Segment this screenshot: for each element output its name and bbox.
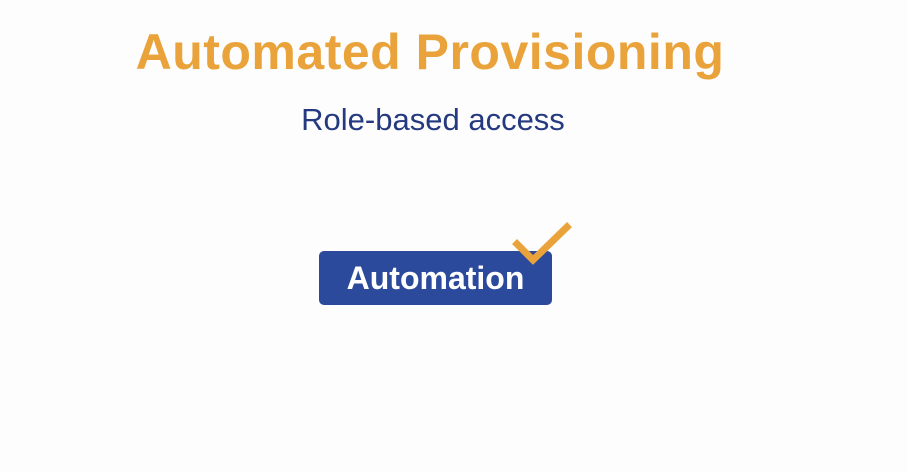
slide-subtitle: Role-based access <box>301 102 565 137</box>
slide-title: Automated Provisioning <box>135 24 725 80</box>
automation-badge: Automation <box>319 251 552 305</box>
automation-badge-group: Automation <box>319 220 579 310</box>
checkmark-icon <box>512 222 572 265</box>
